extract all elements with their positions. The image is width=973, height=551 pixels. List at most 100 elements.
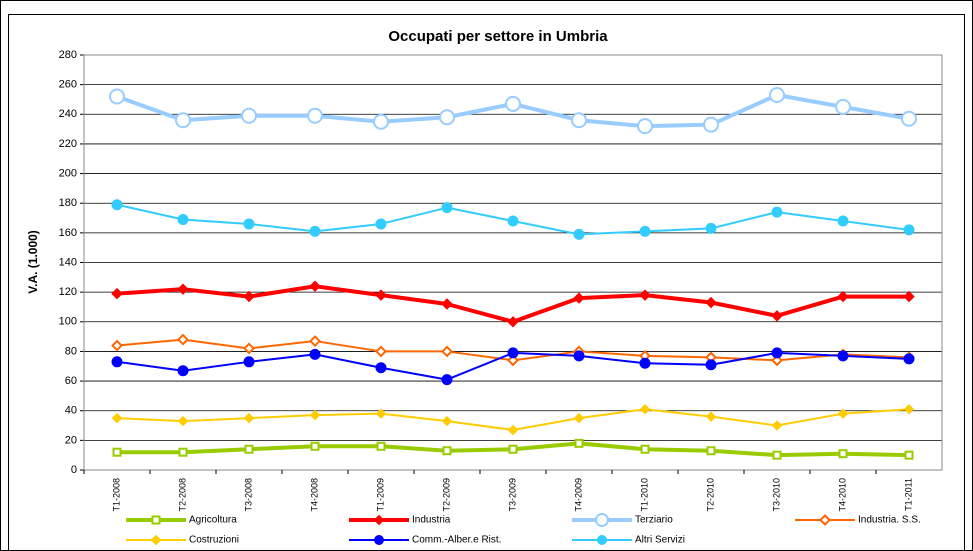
marker — [109, 88, 125, 105]
marker — [376, 441, 386, 451]
legend-item: Industria. S.S. — [795, 514, 921, 526]
marker — [441, 345, 453, 358]
legend-label: Industria. S.S. — [858, 515, 921, 526]
x-tick-label: T4-2008 — [309, 478, 319, 512]
marker — [639, 404, 651, 415]
marker — [111, 356, 123, 368]
marker — [639, 357, 651, 369]
x-tick-label: T1-2008 — [111, 478, 121, 512]
marker — [573, 350, 585, 362]
marker — [571, 112, 587, 129]
marker — [507, 347, 519, 359]
y-tick-label: 0 — [71, 464, 77, 476]
series — [112, 438, 914, 460]
series — [111, 280, 915, 328]
series — [111, 347, 915, 386]
legend-label: Agricoltura — [189, 515, 237, 526]
y-tick-label: 280 — [59, 49, 77, 61]
marker — [241, 107, 257, 124]
legend-label: Terziario — [635, 515, 673, 526]
y-tick-label: 220 — [59, 138, 77, 150]
y-tick-label: 100 — [59, 316, 77, 328]
marker — [837, 290, 849, 303]
legend-item: Agricoltura — [126, 515, 237, 526]
marker — [771, 206, 783, 218]
marker — [175, 112, 191, 129]
marker — [639, 225, 651, 237]
marker — [243, 218, 255, 230]
marker — [373, 514, 385, 526]
marker — [573, 412, 585, 424]
x-tick-label: T4-2009 — [573, 478, 583, 512]
y-tick-label: 140 — [59, 256, 77, 268]
marker — [243, 342, 255, 355]
marker — [375, 218, 387, 230]
marker — [838, 449, 848, 459]
plot-border — [83, 54, 943, 471]
legend-item: Terziario — [572, 513, 673, 527]
x-tick-label: T3-2009 — [507, 478, 517, 512]
legend-item: Costruzioni — [126, 535, 239, 546]
y-tick-label: 160 — [59, 227, 77, 239]
marker — [640, 444, 650, 454]
marker — [441, 415, 453, 427]
marker — [375, 345, 387, 358]
marker — [769, 87, 785, 104]
x-tick-label: T1-2010 — [639, 478, 649, 512]
marker — [705, 222, 717, 234]
marker — [507, 215, 519, 227]
marker — [111, 199, 123, 211]
legend-label: Altri Servizi — [635, 535, 685, 546]
x-tick-label: T1-2011 — [903, 478, 913, 511]
legend-label: Costruzioni — [189, 535, 239, 546]
marker — [310, 441, 320, 451]
marker — [112, 447, 122, 457]
marker — [837, 215, 849, 227]
marker — [307, 107, 323, 124]
marker — [375, 362, 387, 374]
marker — [597, 535, 607, 545]
legend-label: Comm.-Alber.e Rist. — [412, 535, 501, 546]
chart-title: Occupati per settore in Umbria — [388, 28, 608, 45]
marker — [151, 515, 161, 525]
marker — [637, 118, 653, 135]
marker — [573, 228, 585, 240]
marker — [375, 408, 387, 419]
marker — [705, 411, 717, 422]
marker — [373, 113, 389, 130]
marker — [505, 95, 521, 112]
legend-label: Industria — [412, 515, 451, 526]
y-tick-label: 20 — [65, 434, 77, 446]
x-tick-label: T2-2008 — [177, 478, 187, 512]
marker — [442, 446, 452, 456]
marker — [177, 365, 189, 377]
marker — [309, 280, 321, 292]
y-tick-label: 260 — [59, 79, 77, 91]
marker — [595, 513, 609, 527]
marker — [771, 347, 783, 359]
marker — [243, 356, 255, 368]
marker — [903, 404, 915, 415]
marker — [706, 446, 716, 456]
x-tick-label: T2-2009 — [441, 478, 451, 512]
y-tick-label: 200 — [59, 167, 77, 179]
marker — [901, 110, 917, 127]
y-tick-label: 80 — [65, 345, 77, 357]
marker — [177, 214, 189, 226]
marker — [835, 98, 851, 115]
marker — [903, 353, 915, 365]
marker — [771, 420, 783, 431]
marker — [903, 224, 915, 236]
marker — [507, 354, 519, 367]
legend-item: Industria — [349, 515, 451, 526]
marker — [439, 109, 455, 126]
marker — [837, 350, 849, 362]
marker — [573, 292, 585, 304]
marker — [111, 412, 123, 424]
marker — [903, 290, 915, 303]
marker — [177, 283, 189, 295]
x-tick-label: T4-2010 — [837, 478, 847, 512]
marker — [507, 424, 519, 436]
marker — [178, 447, 188, 457]
